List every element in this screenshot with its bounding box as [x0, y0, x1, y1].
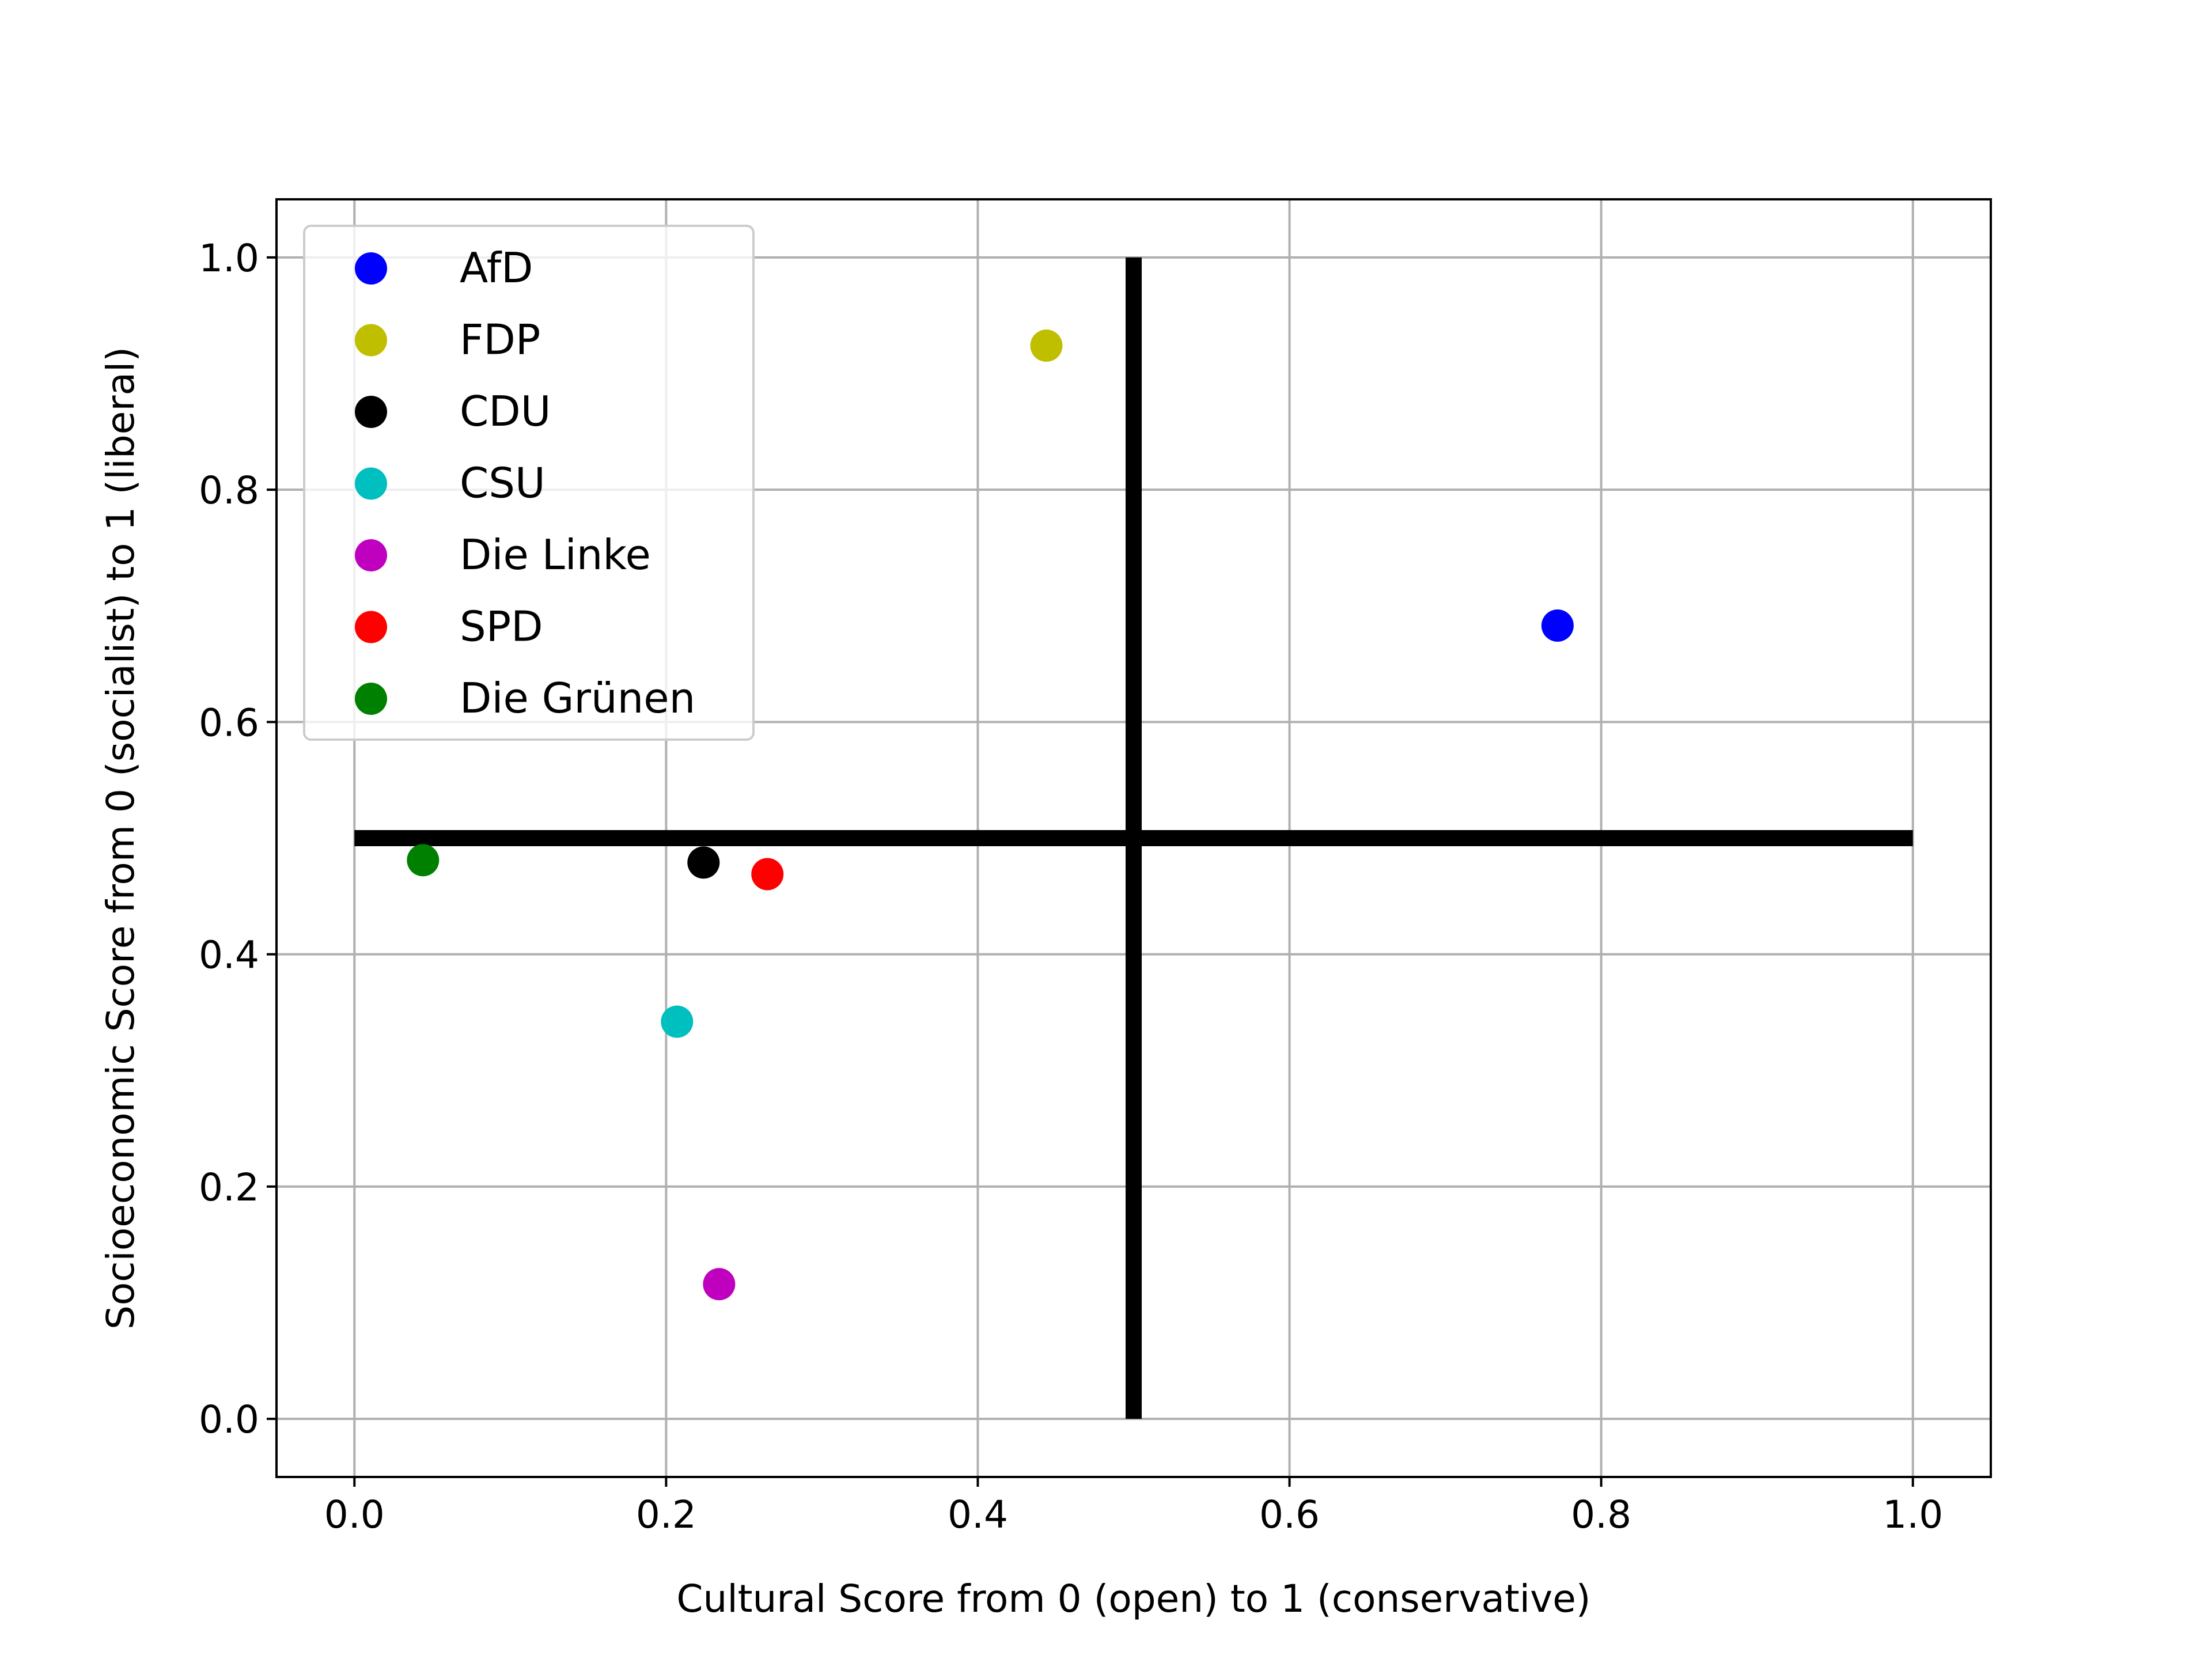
data-point	[751, 858, 784, 891]
y-tick-label: 1.0	[199, 236, 259, 281]
y-tick-label: 0.2	[199, 1165, 259, 1210]
x-tick-label: 0.2	[636, 1493, 696, 1537]
legend-label: AfD	[460, 244, 533, 292]
data-points	[407, 329, 1574, 1301]
data-point	[1030, 329, 1063, 362]
legend-marker	[355, 324, 387, 357]
x-tick-label: 0.4	[948, 1493, 1008, 1537]
reference-lines	[354, 257, 1913, 1419]
legend-marker	[355, 539, 387, 571]
legend-marker	[355, 683, 387, 715]
y-tick-label: 0.8	[199, 468, 259, 513]
legend-label: CSU	[460, 459, 546, 507]
data-point	[703, 1268, 736, 1301]
legend-label: CDU	[460, 387, 551, 435]
legend-label: Die Linke	[460, 531, 651, 579]
plot-frame	[275, 198, 1992, 1478]
data-point	[687, 846, 720, 879]
legend-label: SPD	[460, 603, 543, 651]
y-axis-label: Socioeconomic Score from 0 (socialist) t…	[99, 347, 143, 1330]
axis-ticks: 0.0 0.2 0.4 0.6 0.8 1.0 0.0 0.2 0.4 0.6 0.8 1.0	[199, 236, 1943, 1537]
x-tick-label: 0.8	[1571, 1493, 1631, 1537]
y-tick-label: 0.6	[199, 700, 259, 745]
x-tick-label: 0.6	[1259, 1493, 1320, 1537]
y-tick-label: 0.0	[199, 1397, 259, 1442]
legend-marker	[355, 467, 387, 500]
legend-box	[303, 225, 755, 741]
x-axis-label: Cultural Score from 0 (open) to 1 (conse…	[676, 1577, 1590, 1621]
legend-marker	[355, 611, 387, 643]
legend-label: FDP	[460, 316, 540, 364]
legend: AfD FDP CDU CSU Die Linke SPD Die Grünen	[303, 225, 755, 741]
x-tick-label: 1.0	[1883, 1493, 1943, 1537]
y-tick-label: 0.4	[199, 933, 259, 978]
legend-marker	[355, 252, 387, 285]
legend-label: Die Grünen	[460, 674, 695, 722]
data-point	[661, 1005, 694, 1038]
x-tick-label: 0.0	[324, 1493, 385, 1537]
data-point	[407, 844, 440, 877]
data-point	[1541, 609, 1574, 642]
legend-marker	[355, 396, 387, 428]
